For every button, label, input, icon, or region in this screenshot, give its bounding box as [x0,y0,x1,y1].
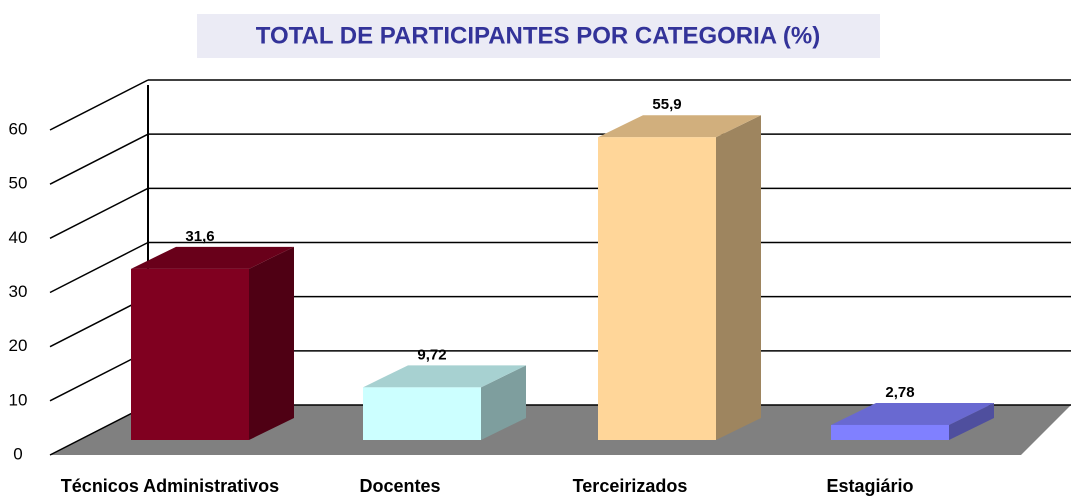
grid-line-side [49,133,149,185]
value-label: 55,9 [652,96,681,113]
title-background [197,14,880,58]
bar-side [249,246,294,440]
bar-top [831,402,994,425]
bar-side [949,402,994,440]
bar [131,268,249,440]
y-tick-label: 30 [9,282,28,301]
bar-side [481,365,526,440]
bar [363,387,481,440]
bar-top [363,365,526,388]
y-tick-label: 20 [9,336,28,355]
value-label: 31,6 [185,228,214,245]
bar [831,424,949,440]
bar-side [716,115,761,440]
floor [50,405,1071,455]
value-label: 2,78 [885,384,914,401]
value-label: 9,72 [417,346,446,363]
y-tick-label: 10 [9,390,28,409]
grid-line-side [49,241,149,294]
x-tick-label: Estagiário [826,476,913,496]
x-tick-label: Terceirizados [573,476,688,496]
bar [598,137,716,441]
bar-top [131,246,294,269]
grid-line-side [49,187,149,240]
chart-title: TOTAL DE PARTICIPANTES POR CATEGORIA (%) [256,22,820,49]
y-tick-label: 0 [13,444,22,463]
y-tick-label: 40 [9,228,28,247]
y-tick-label: 50 [9,174,28,193]
x-tick-label: Técnicos Administrativos [61,476,279,496]
x-tick-label: Docentes [359,476,440,496]
grid-line-side [49,79,149,131]
bar-top [598,115,761,138]
y-tick-label: 60 [9,119,28,138]
